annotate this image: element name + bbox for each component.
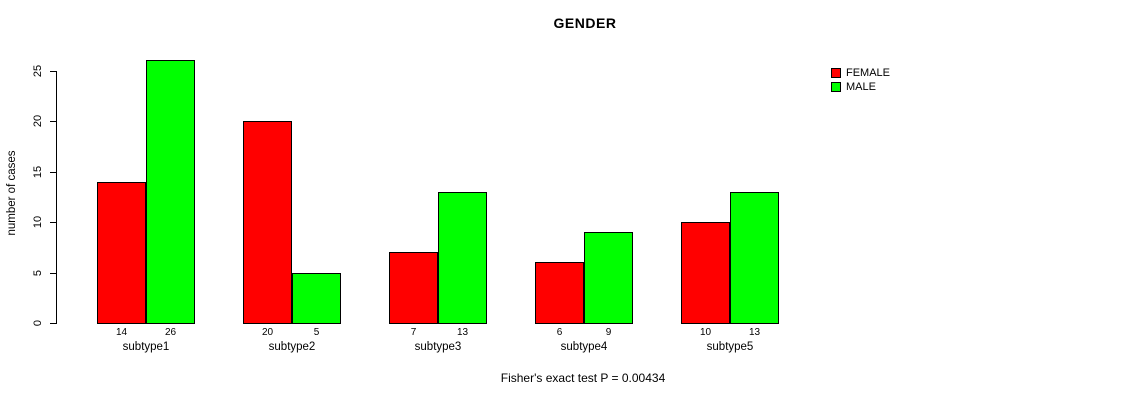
y-tick-mark bbox=[50, 171, 57, 173]
bar-value-female-subtype1: 14 bbox=[115, 327, 128, 338]
male-color-swatch bbox=[831, 82, 841, 92]
bar-value-female-subtype5: 10 bbox=[699, 327, 712, 338]
bar-male-subtype4 bbox=[584, 232, 633, 324]
bar-value-female-subtype3: 7 bbox=[410, 327, 417, 338]
y-tick-mark bbox=[50, 272, 57, 274]
bar-male-subtype3 bbox=[438, 191, 487, 324]
bar-male-subtype5 bbox=[730, 191, 779, 324]
bar-female-subtype4 bbox=[535, 262, 584, 324]
female-color-swatch bbox=[831, 68, 841, 78]
y-tick-label: 0 bbox=[32, 319, 44, 327]
category-label-subtype4: subtype4 bbox=[560, 341, 608, 353]
bar-value-female-subtype4: 6 bbox=[556, 327, 563, 338]
legend-label-male: MALE bbox=[846, 81, 876, 93]
stats-footer: Fisher's exact test P = 0.00434 bbox=[500, 371, 666, 385]
bar-female-subtype3 bbox=[389, 252, 438, 324]
category-label-subtype2: subtype2 bbox=[268, 341, 316, 353]
category-label-subtype5: subtype5 bbox=[706, 341, 754, 353]
bar-value-male-subtype3: 13 bbox=[456, 327, 469, 338]
y-tick-label: 20 bbox=[32, 114, 44, 128]
legend: FEMALE MALE bbox=[831, 66, 890, 94]
y-axis-line bbox=[56, 70, 57, 324]
y-axis-label: number of cases bbox=[6, 150, 18, 236]
y-tick-label: 10 bbox=[32, 215, 44, 229]
legend-entry-female: FEMALE bbox=[831, 66, 890, 80]
bar-value-male-subtype1: 26 bbox=[164, 327, 177, 338]
bar-value-male-subtype4: 9 bbox=[605, 327, 612, 338]
bar-female-subtype2 bbox=[243, 121, 292, 324]
y-tick-mark bbox=[50, 121, 57, 122]
y-tick-label: 25 bbox=[32, 64, 44, 77]
bar-value-male-subtype5: 13 bbox=[748, 327, 761, 338]
category-label-subtype3: subtype3 bbox=[414, 341, 462, 353]
bar-male-subtype1 bbox=[146, 60, 195, 324]
y-tick-mark bbox=[50, 323, 57, 324]
chart-title: GENDER bbox=[553, 15, 617, 31]
bar-female-subtype1 bbox=[97, 181, 146, 324]
y-tick-label: 15 bbox=[32, 165, 44, 178]
bar-female-subtype5 bbox=[681, 222, 730, 324]
bar-value-male-subtype2: 5 bbox=[313, 327, 320, 338]
legend-label-female: FEMALE bbox=[846, 67, 891, 79]
bar-male-subtype2 bbox=[292, 272, 341, 324]
category-label-subtype1: subtype1 bbox=[122, 341, 170, 353]
y-tick-mark bbox=[50, 70, 57, 72]
y-tick-mark bbox=[50, 222, 57, 223]
bar-value-female-subtype2: 20 bbox=[261, 327, 274, 338]
legend-entry-male: MALE bbox=[831, 80, 890, 94]
y-tick-label: 5 bbox=[32, 269, 44, 276]
